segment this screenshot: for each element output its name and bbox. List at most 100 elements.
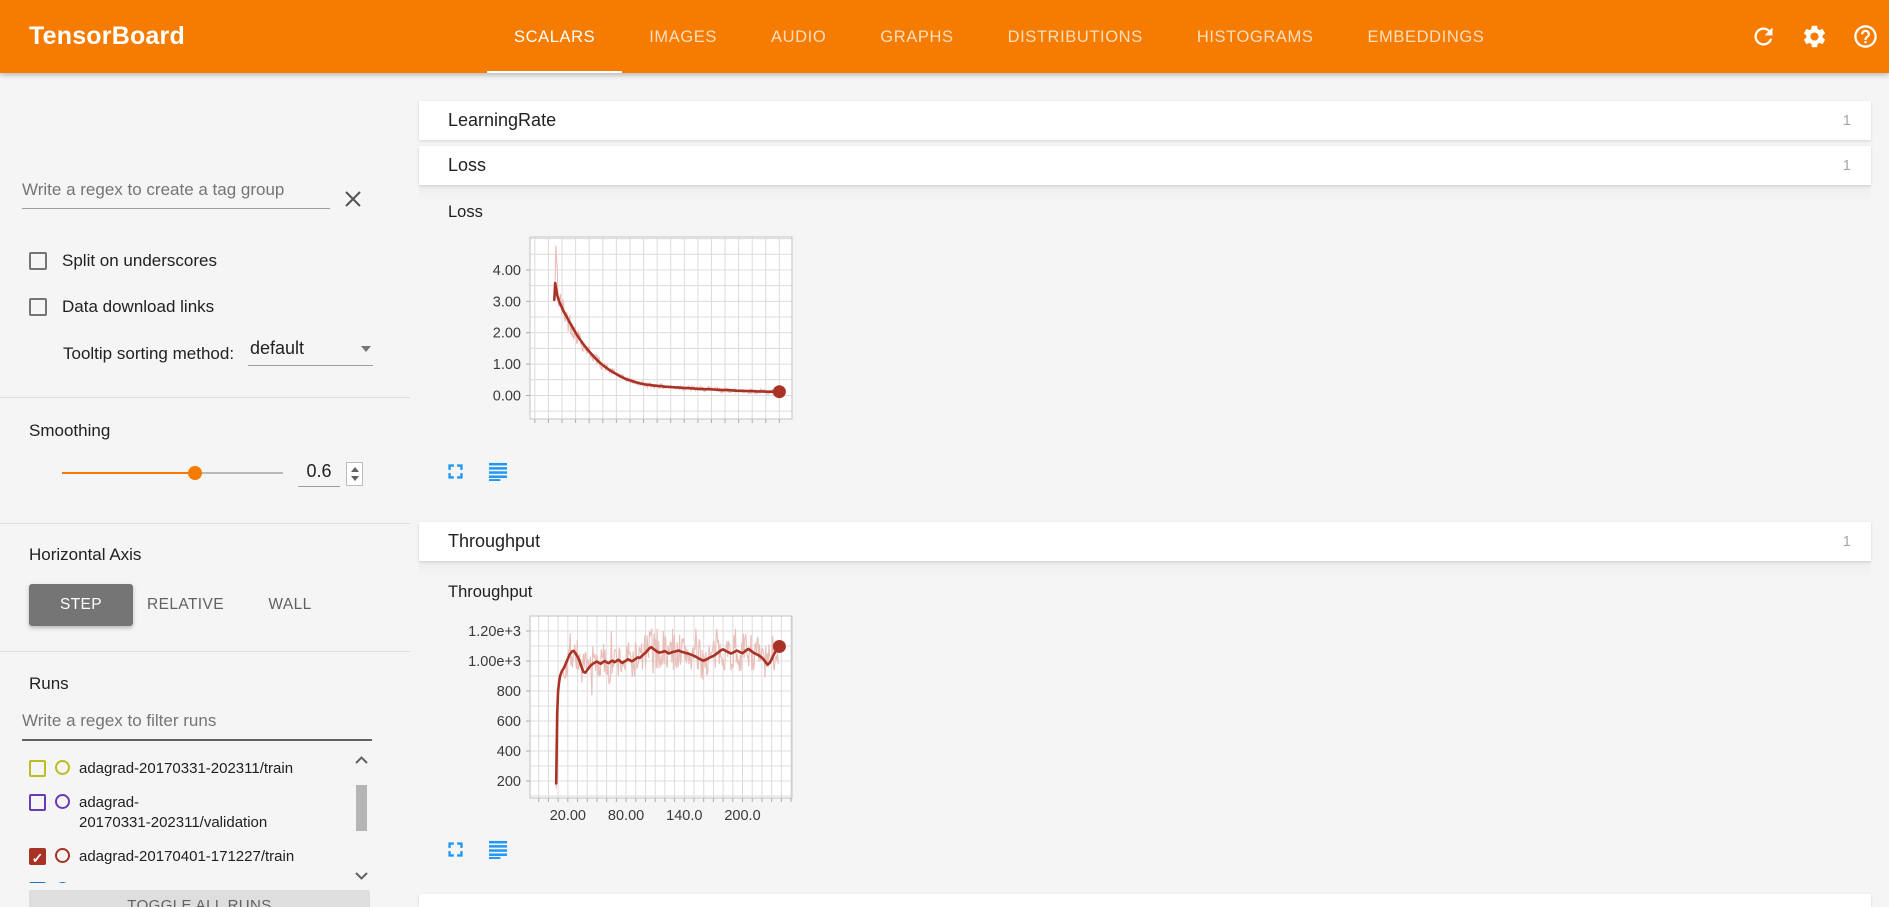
horizontal-axis-label: Horizontal Axis — [29, 545, 142, 564]
tag-filter-input[interactable] — [22, 176, 330, 209]
run-row[interactable]: adagrad-20170331-202311/train — [22, 753, 348, 787]
run-color-ring-icon[interactable] — [55, 848, 70, 864]
svg-text:4.00: 4.00 — [493, 263, 521, 279]
axis-button-relative[interactable]: RELATIVE — [147, 596, 224, 613]
scroll-down-icon — [355, 872, 368, 880]
chart-title: Throughput — [448, 583, 533, 601]
svg-text:20.00: 20.00 — [550, 808, 586, 824]
run-color-ring-icon[interactable] — [55, 760, 70, 775]
run-selector-icon[interactable] — [489, 840, 508, 859]
header-actions — [1750, 0, 1879, 73]
tab-images[interactable]: IMAGES — [649, 28, 718, 46]
section-header-throughput[interactable]: Throughput 1 — [419, 522, 1871, 561]
unchecked-checkbox-icon[interactable] — [29, 793, 46, 811]
horizontal-axis-buttons: STEP RELATIVE WALL — [29, 584, 342, 626]
smoothing-slider[interactable] — [62, 466, 283, 480]
section-header-learningrate[interactable]: LearningRate 1 — [419, 101, 1871, 140]
tab-embeddings[interactable]: EMBEDDINGS — [1367, 28, 1485, 46]
checkbox-icon — [29, 298, 47, 316]
run-color-ring-icon[interactable] — [55, 881, 70, 883]
run-name: adagrad-20170331-202311/train — [79, 760, 294, 777]
nav-tabs: SCALARS IMAGES AUDIO GRAPHS DISTRIBUTIONS HIS… — [487, 0, 1511, 73]
data-download-label: Data download links — [62, 297, 215, 316]
run-filter-input[interactable] — [22, 707, 372, 741]
main-content: LearningRate 1 Loss 1 Loss 0.00 1.00 2.00 3… — [419, 73, 1871, 907]
section-body-throughput: Throughput 200 400 600 800 1.00e+3 1.20e+3 20.… — [419, 561, 1871, 894]
divider — [0, 397, 410, 398]
run-list: adagrad-20170331-202311/train adagrad- 201… — [22, 753, 348, 883]
help-icon[interactable] — [1852, 23, 1879, 50]
refresh-icon[interactable] — [1750, 23, 1777, 50]
unchecked-checkbox-icon[interactable] — [29, 881, 46, 883]
checkbox-icon — [29, 252, 47, 270]
run-selector-icon[interactable] — [489, 462, 508, 481]
run-name: adagrad-20170401-171227/train — [79, 848, 295, 866]
toggle-all-runs-button[interactable]: TOGGLE ALL RUNS — [29, 890, 370, 907]
data-download-checkbox[interactable]: Data download links — [29, 297, 214, 317]
svg-text:1.00e+3: 1.00e+3 — [468, 654, 521, 670]
run-name: adagrad-20170401-171227/validation — [79, 881, 328, 883]
slider-fill — [62, 472, 195, 474]
section-count-badge: 1 — [1842, 157, 1851, 174]
checked-checkbox-icon[interactable]: ✓ — [29, 848, 46, 866]
expand-chart-icon[interactable] — [446, 840, 465, 859]
section-body-loss: Loss 0.00 1.00 2.00 3.00 4.00 — [419, 185, 1871, 518]
run-color-ring-icon[interactable] — [55, 793, 70, 809]
svg-text:400: 400 — [497, 744, 521, 760]
smoothing-stepper[interactable] — [346, 462, 363, 486]
settings-icon[interactable] — [1801, 23, 1828, 50]
chart-actions — [446, 840, 508, 859]
run-list-scrollbar[interactable] — [353, 753, 370, 883]
run-row[interactable]: adagrad- 20170331-202311/validation — [22, 787, 348, 841]
svg-text:80.00: 80.00 — [608, 808, 644, 824]
svg-text:1.00: 1.00 — [493, 357, 521, 373]
run-row[interactable]: adagrad-20170401-171227/validation — [22, 875, 348, 883]
section-count-badge: 1 — [1842, 533, 1851, 550]
split-underscores-label: Split on underscores — [62, 251, 217, 270]
axis-button-wall[interactable]: WALL — [268, 596, 312, 613]
clear-filter-icon[interactable] — [342, 188, 364, 210]
chart-actions — [446, 462, 508, 481]
tab-graphs[interactable]: GRAPHS — [880, 28, 954, 46]
app-title: TensorBoard — [29, 22, 185, 50]
divider — [0, 651, 410, 652]
chart-title: Loss — [448, 203, 483, 221]
svg-text:1.20e+3: 1.20e+3 — [468, 624, 521, 640]
loss-chart[interactable]: 0.00 1.00 2.00 3.00 4.00 — [455, 231, 802, 431]
tab-audio[interactable]: AUDIO — [771, 28, 827, 46]
section-title: Throughput — [448, 531, 541, 551]
runs-label: Runs — [29, 674, 69, 693]
scroll-up-icon — [355, 756, 368, 764]
section-header-partial[interactable] — [419, 894, 1871, 907]
run-name: adagrad- 20170331-202311/validation — [79, 793, 268, 832]
step-down-icon[interactable] — [350, 476, 359, 481]
split-underscores-checkbox[interactable]: Split on underscores — [29, 251, 217, 271]
tab-distributions[interactable]: DISTRIBUTIONS — [1007, 28, 1143, 46]
throughput-chart[interactable]: 200 400 600 800 1.00e+3 1.20e+3 20.00 80.00 140.… — [455, 610, 802, 828]
section-title: LearningRate — [448, 110, 557, 130]
axis-button-step[interactable]: STEP — [29, 584, 133, 626]
smoothing-label: Smoothing — [29, 421, 111, 440]
slider-thumb[interactable] — [187, 466, 202, 480]
tab-histograms[interactable]: HISTOGRAMS — [1196, 28, 1314, 46]
run-row[interactable]: ✓ adagrad-20170401-171227/train — [22, 841, 348, 875]
scrollbar-thumb[interactable] — [356, 785, 367, 831]
smoothing-value-input[interactable]: 0.6 — [298, 461, 340, 487]
svg-text:2.00: 2.00 — [493, 326, 521, 342]
app-header: TensorBoard SCALARS IMAGES AUDIO GRAPHS DIST… — [0, 0, 1889, 73]
section-count-badge: 1 — [1842, 112, 1851, 129]
section-title: Loss — [448, 155, 487, 175]
svg-text:140.0: 140.0 — [666, 808, 702, 824]
unchecked-checkbox-icon[interactable] — [29, 760, 46, 777]
tooltip-sorting-dropdown[interactable]: default — [248, 338, 373, 366]
tab-scalars[interactable]: SCALARS — [487, 0, 623, 73]
step-up-icon[interactable] — [350, 467, 359, 472]
tooltip-sorting-label: Tooltip sorting method: — [63, 344, 235, 363]
svg-text:200.0: 200.0 — [724, 808, 760, 824]
expand-chart-icon[interactable] — [446, 462, 465, 481]
svg-text:200: 200 — [497, 774, 521, 790]
sidebar: Split on underscores Data download links… — [0, 73, 410, 907]
svg-text:600: 600 — [497, 714, 521, 730]
section-header-loss[interactable]: Loss 1 — [419, 146, 1871, 185]
